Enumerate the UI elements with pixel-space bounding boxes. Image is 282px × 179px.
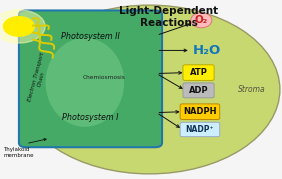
FancyBboxPatch shape	[19, 10, 162, 147]
Text: NADPH: NADPH	[183, 107, 217, 116]
Ellipse shape	[191, 13, 212, 28]
Text: Thylakoid
membrane: Thylakoid membrane	[3, 147, 34, 158]
Text: Chemiosmosis: Chemiosmosis	[83, 76, 126, 80]
Circle shape	[3, 17, 34, 36]
Text: H₂O: H₂O	[193, 44, 221, 57]
Text: ATP: ATP	[190, 68, 208, 77]
Text: O₂: O₂	[195, 15, 208, 25]
Text: NADP⁺: NADP⁺	[186, 125, 214, 134]
FancyBboxPatch shape	[183, 65, 214, 80]
Text: Light-Dependent
Reactions: Light-Dependent Reactions	[120, 6, 219, 28]
FancyBboxPatch shape	[180, 122, 220, 137]
FancyBboxPatch shape	[180, 104, 220, 120]
Text: Stroma: Stroma	[238, 85, 266, 94]
Circle shape	[0, 10, 45, 43]
Ellipse shape	[19, 5, 280, 174]
Text: Photosystem II: Photosystem II	[61, 32, 120, 41]
Ellipse shape	[46, 38, 124, 127]
Text: Electron Transport
Chain: Electron Transport Chain	[27, 52, 50, 104]
Text: Photosystem I: Photosystem I	[62, 113, 119, 122]
Text: ADP: ADP	[189, 86, 208, 95]
FancyBboxPatch shape	[183, 83, 214, 98]
